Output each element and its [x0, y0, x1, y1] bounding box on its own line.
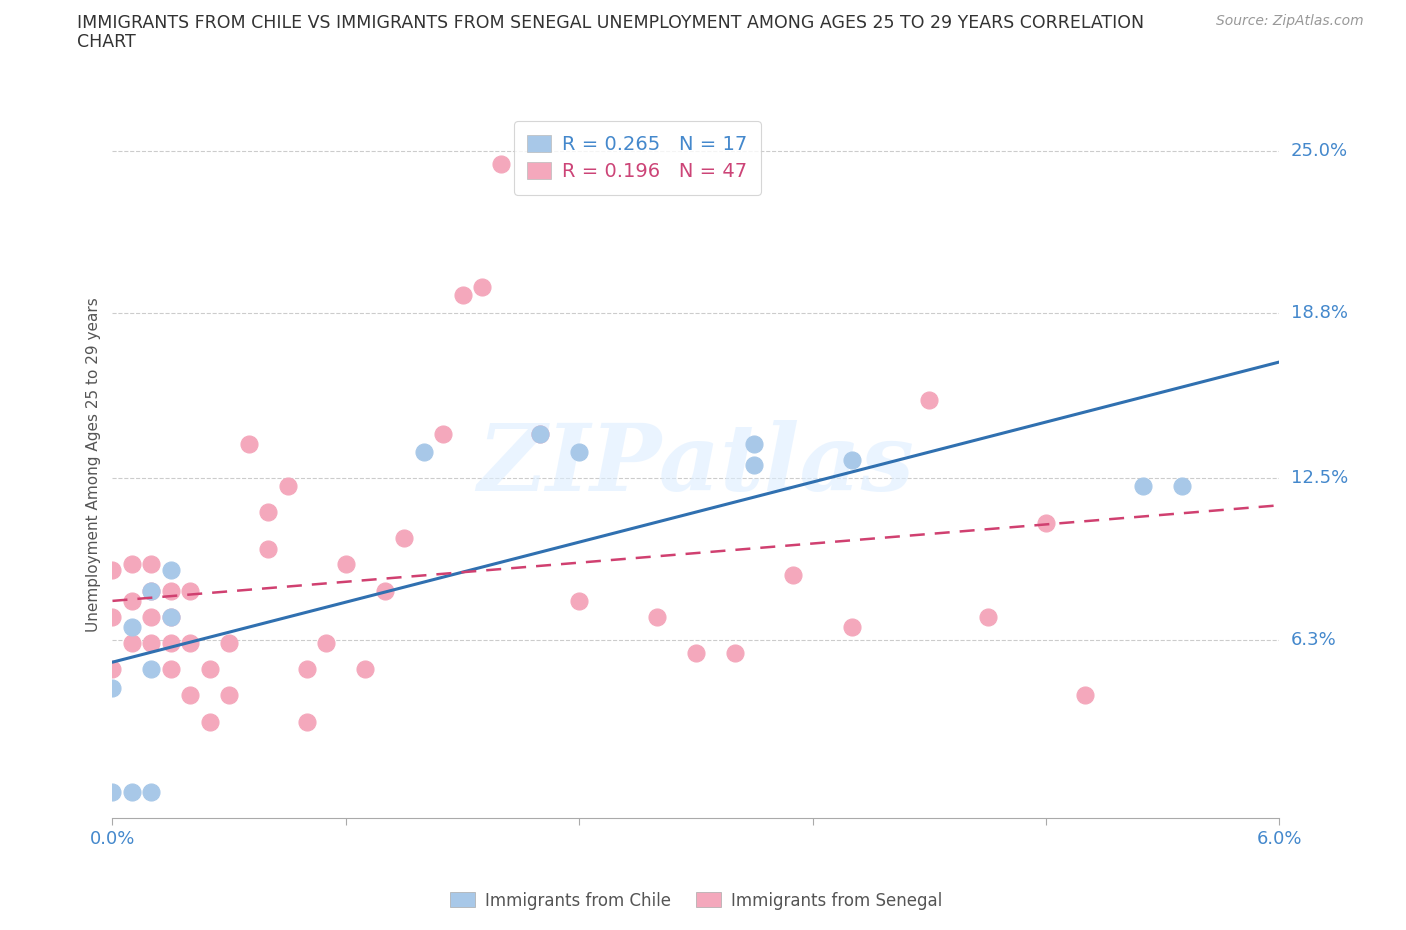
Text: ZIPatlas: ZIPatlas	[478, 420, 914, 510]
Point	[976, 609, 998, 624]
Point	[121, 635, 143, 650]
Point	[841, 620, 863, 635]
Point	[141, 583, 163, 598]
Point	[141, 662, 163, 677]
Point	[276, 479, 298, 494]
Point	[782, 567, 804, 582]
Point	[160, 635, 183, 650]
Point	[1074, 688, 1097, 703]
Point	[141, 635, 163, 650]
Point	[160, 563, 183, 578]
Point	[645, 609, 668, 624]
Point	[121, 620, 143, 635]
Point	[685, 646, 707, 661]
Point	[160, 583, 183, 598]
Text: Source: ZipAtlas.com: Source: ZipAtlas.com	[1216, 14, 1364, 28]
Point	[374, 583, 396, 598]
Point	[141, 583, 163, 598]
Point	[121, 593, 143, 608]
Point	[238, 436, 260, 451]
Point	[160, 662, 183, 677]
Point	[295, 714, 318, 729]
Point	[141, 609, 163, 624]
Point	[179, 688, 201, 703]
Point	[198, 714, 221, 729]
Point	[179, 583, 201, 598]
Point	[315, 635, 337, 650]
Y-axis label: Unemployment Among Ages 25 to 29 years: Unemployment Among Ages 25 to 29 years	[86, 298, 101, 632]
Point	[724, 646, 747, 661]
Point	[101, 785, 124, 800]
Point	[141, 557, 163, 572]
Text: 25.0%: 25.0%	[1291, 142, 1348, 160]
Point	[101, 609, 124, 624]
Text: IMMIGRANTS FROM CHILE VS IMMIGRANTS FROM SENEGAL UNEMPLOYMENT AMONG AGES 25 TO 2: IMMIGRANTS FROM CHILE VS IMMIGRANTS FROM…	[77, 14, 1144, 32]
Point	[179, 635, 201, 650]
Point	[218, 635, 240, 650]
Point	[101, 662, 124, 677]
Point	[491, 156, 513, 171]
Point	[394, 531, 416, 546]
Point	[568, 593, 591, 608]
Point	[160, 609, 183, 624]
Point	[218, 688, 240, 703]
Point	[160, 609, 183, 624]
Point	[354, 662, 377, 677]
Point	[451, 287, 474, 302]
Point	[432, 426, 454, 441]
Point	[101, 680, 124, 695]
Point	[257, 505, 280, 520]
Point	[1132, 479, 1154, 494]
Point	[529, 426, 551, 441]
Point	[121, 785, 143, 800]
Point	[295, 662, 318, 677]
Point	[744, 458, 766, 472]
Point	[198, 662, 221, 677]
Point	[335, 557, 357, 572]
Legend: Immigrants from Chile, Immigrants from Senegal: Immigrants from Chile, Immigrants from S…	[441, 884, 950, 918]
Point	[568, 445, 591, 459]
Point	[101, 563, 124, 578]
Point	[1035, 515, 1057, 530]
Point	[918, 392, 941, 407]
Point	[121, 557, 143, 572]
Point	[141, 785, 163, 800]
Point	[412, 445, 434, 459]
Point	[471, 280, 494, 295]
Point	[1171, 479, 1194, 494]
Point	[529, 426, 551, 441]
Point	[257, 541, 280, 556]
Text: 18.8%: 18.8%	[1291, 304, 1347, 322]
Text: 6.3%: 6.3%	[1291, 631, 1336, 649]
Text: 12.5%: 12.5%	[1291, 469, 1348, 487]
Text: CHART: CHART	[77, 33, 136, 50]
Point	[744, 436, 766, 451]
Point	[841, 452, 863, 467]
